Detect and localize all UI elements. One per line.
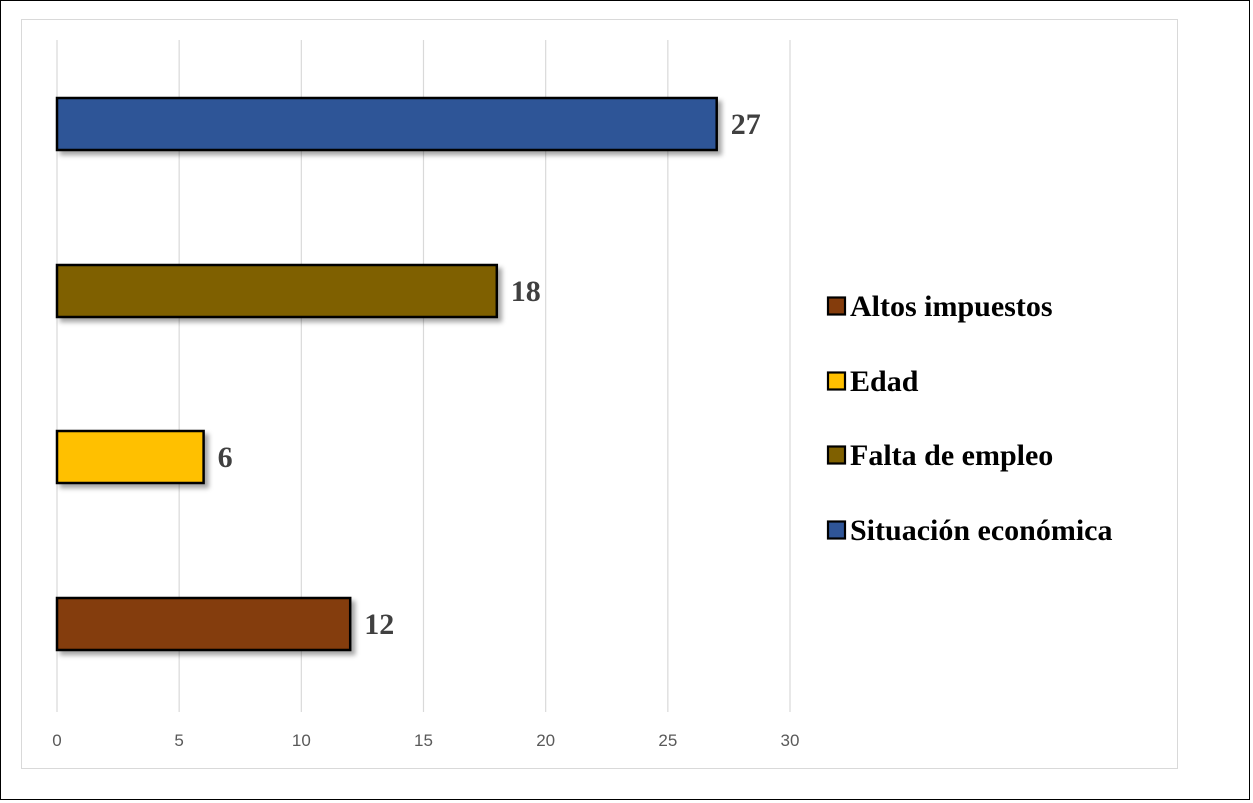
x-tick-label-25: 25 <box>658 731 677 750</box>
legend: Altos impuestos Edad Falta de empleo Situac… <box>826 290 1113 547</box>
legend-swatch-3 <box>826 445 847 465</box>
bar-2 <box>55 429 205 485</box>
x-tick-label-15: 15 <box>414 731 433 750</box>
legend-label-4: Situación económica <box>850 514 1113 547</box>
data-label-1: 12 <box>364 608 394 641</box>
legend-label-2: Edad <box>850 365 919 398</box>
plot-area-border <box>21 19 1178 769</box>
x-tick-label-30: 30 <box>781 731 800 750</box>
legend-swatch-2 <box>826 371 847 391</box>
legend-label-3: Falta de empleo <box>850 439 1053 472</box>
bar-1 <box>55 596 352 652</box>
bar-3 <box>55 263 499 319</box>
data-label-2: 6 <box>218 441 233 474</box>
bar-4 <box>55 96 718 152</box>
data-label-3: 18 <box>511 275 541 308</box>
legend-swatch-1 <box>826 296 847 316</box>
legend-label-1: Altos impuestos <box>850 290 1053 323</box>
data-label-4: 27 <box>731 108 761 141</box>
x-tick-label-5: 5 <box>174 731 183 750</box>
bars <box>55 96 718 652</box>
x-tick-label-10: 10 <box>292 731 311 750</box>
legend-swatch-4 <box>826 520 847 540</box>
x-tick-label-0: 0 <box>52 731 61 750</box>
x-tick-label-20: 20 <box>536 731 555 750</box>
data-labels: 12 6 18 27 <box>218 108 761 641</box>
x-axis-ticks: 0 5 10 15 20 25 30 <box>52 731 799 750</box>
